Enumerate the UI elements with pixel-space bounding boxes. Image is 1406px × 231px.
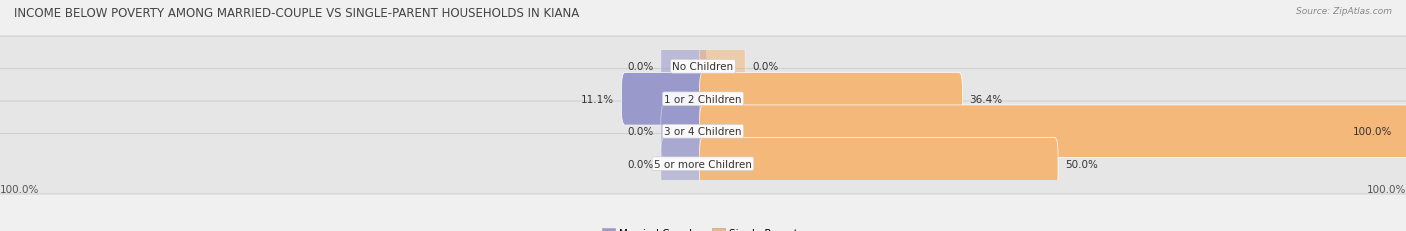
FancyBboxPatch shape bbox=[700, 41, 745, 93]
FancyBboxPatch shape bbox=[0, 102, 1406, 162]
FancyBboxPatch shape bbox=[700, 73, 962, 125]
Text: 3 or 4 Children: 3 or 4 Children bbox=[664, 127, 742, 137]
Text: 0.0%: 0.0% bbox=[627, 127, 654, 137]
Text: Source: ZipAtlas.com: Source: ZipAtlas.com bbox=[1296, 7, 1392, 16]
Text: 0.0%: 0.0% bbox=[627, 159, 654, 169]
FancyBboxPatch shape bbox=[0, 37, 1406, 97]
FancyBboxPatch shape bbox=[661, 106, 707, 158]
Text: 100.0%: 100.0% bbox=[1367, 184, 1406, 194]
FancyBboxPatch shape bbox=[0, 69, 1406, 129]
Text: INCOME BELOW POVERTY AMONG MARRIED-COUPLE VS SINGLE-PARENT HOUSEHOLDS IN KIANA: INCOME BELOW POVERTY AMONG MARRIED-COUPL… bbox=[14, 7, 579, 20]
FancyBboxPatch shape bbox=[621, 73, 707, 125]
Text: No Children: No Children bbox=[672, 62, 734, 72]
Text: 100.0%: 100.0% bbox=[1353, 127, 1392, 137]
FancyBboxPatch shape bbox=[700, 138, 1057, 190]
Text: 0.0%: 0.0% bbox=[752, 62, 779, 72]
FancyBboxPatch shape bbox=[661, 41, 707, 93]
Text: 100.0%: 100.0% bbox=[0, 184, 39, 194]
Text: 1 or 2 Children: 1 or 2 Children bbox=[664, 94, 742, 104]
Legend: Married Couples, Single Parents: Married Couples, Single Parents bbox=[599, 224, 807, 231]
FancyBboxPatch shape bbox=[0, 134, 1406, 194]
Text: 5 or more Children: 5 or more Children bbox=[654, 159, 752, 169]
Text: 50.0%: 50.0% bbox=[1066, 159, 1098, 169]
Text: 11.1%: 11.1% bbox=[581, 94, 614, 104]
FancyBboxPatch shape bbox=[661, 138, 707, 190]
FancyBboxPatch shape bbox=[700, 106, 1406, 158]
Text: 36.4%: 36.4% bbox=[970, 94, 1002, 104]
Text: 0.0%: 0.0% bbox=[627, 62, 654, 72]
